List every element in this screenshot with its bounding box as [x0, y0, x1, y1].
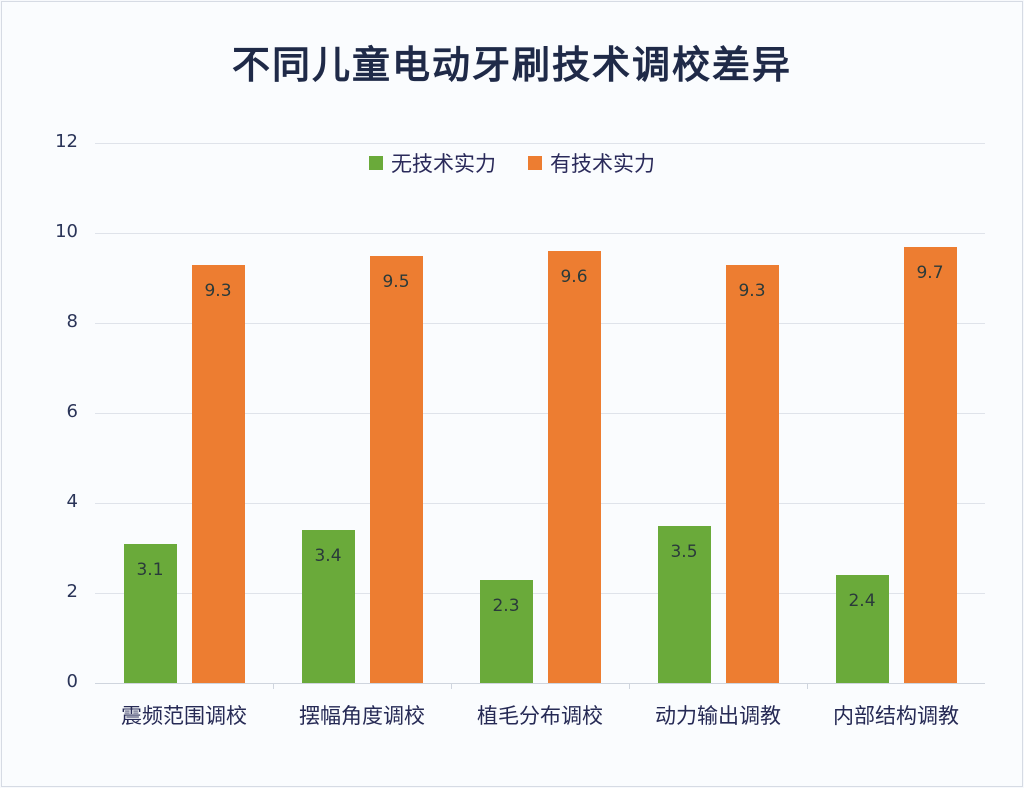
bar-no-tech: 2.3	[479, 579, 533, 683]
y-tick-label: 0	[66, 671, 78, 692]
x-category-label: 摆幅角度调校	[299, 704, 425, 728]
y-tick-label: 6	[66, 401, 78, 422]
gridline	[95, 503, 985, 504]
gridline	[95, 233, 985, 234]
bar-no-tech: 3.1	[123, 543, 177, 683]
y-tick-label: 10	[55, 221, 78, 242]
bar-no-tech: 3.5	[657, 525, 711, 683]
bar-value-label: 9.3	[204, 280, 232, 301]
bar-with-tech: 9.3	[725, 264, 779, 683]
bar-value-label: 3.1	[136, 559, 164, 580]
legend-item-with-tech: 有技术实力	[528, 148, 655, 178]
bar-value-label: 2.3	[492, 595, 520, 616]
x-category-label: 动力输出调教	[655, 704, 781, 728]
gridline	[95, 323, 985, 324]
x-tick	[807, 683, 808, 689]
bar-with-tech: 9.7	[903, 246, 957, 683]
legend-swatch-orange	[528, 156, 542, 170]
x-category-label: 内部结构调教	[833, 704, 959, 728]
legend-label: 有技术实力	[550, 152, 655, 176]
x-tick	[451, 683, 452, 689]
bar-value-label: 9.5	[382, 271, 410, 292]
y-tick-label: 12	[55, 131, 78, 152]
bar-with-tech: 9.3	[191, 264, 245, 683]
x-tick	[629, 683, 630, 689]
x-axis-line	[95, 683, 985, 684]
bar-value-label: 3.4	[314, 546, 342, 566]
bar-value-label: 9.7	[916, 262, 944, 283]
bar-value-label: 2.4	[848, 591, 876, 611]
bar-value-label: 9.6	[560, 267, 588, 287]
legend-label: 无技术实力	[391, 152, 496, 176]
chart-title: 不同儿童电动牙刷技术调校差异	[231, 42, 792, 87]
y-tick-label: 4	[66, 491, 78, 512]
bar-no-tech: 2.4	[835, 575, 889, 683]
x-category-label: 植毛分布调校	[477, 704, 603, 728]
bar-value-label: 3.5	[670, 541, 698, 562]
bar-no-tech: 3.4	[301, 530, 355, 683]
legend-swatch-green	[369, 156, 383, 170]
legend: 无技术实力 有技术实力	[0, 148, 1024, 178]
bar-with-tech: 9.5	[369, 255, 423, 683]
bar-value-label: 9.3	[738, 280, 766, 301]
x-tick	[273, 683, 274, 689]
gridline	[95, 413, 985, 414]
y-tick-label: 2	[66, 581, 78, 602]
legend-item-no-tech: 无技术实力	[369, 148, 496, 178]
bar-with-tech: 9.6	[547, 251, 601, 683]
y-tick-label: 8	[66, 311, 78, 332]
gridline	[95, 593, 985, 594]
gridline	[95, 143, 985, 144]
x-category-label: 震频范围调校	[121, 704, 247, 728]
